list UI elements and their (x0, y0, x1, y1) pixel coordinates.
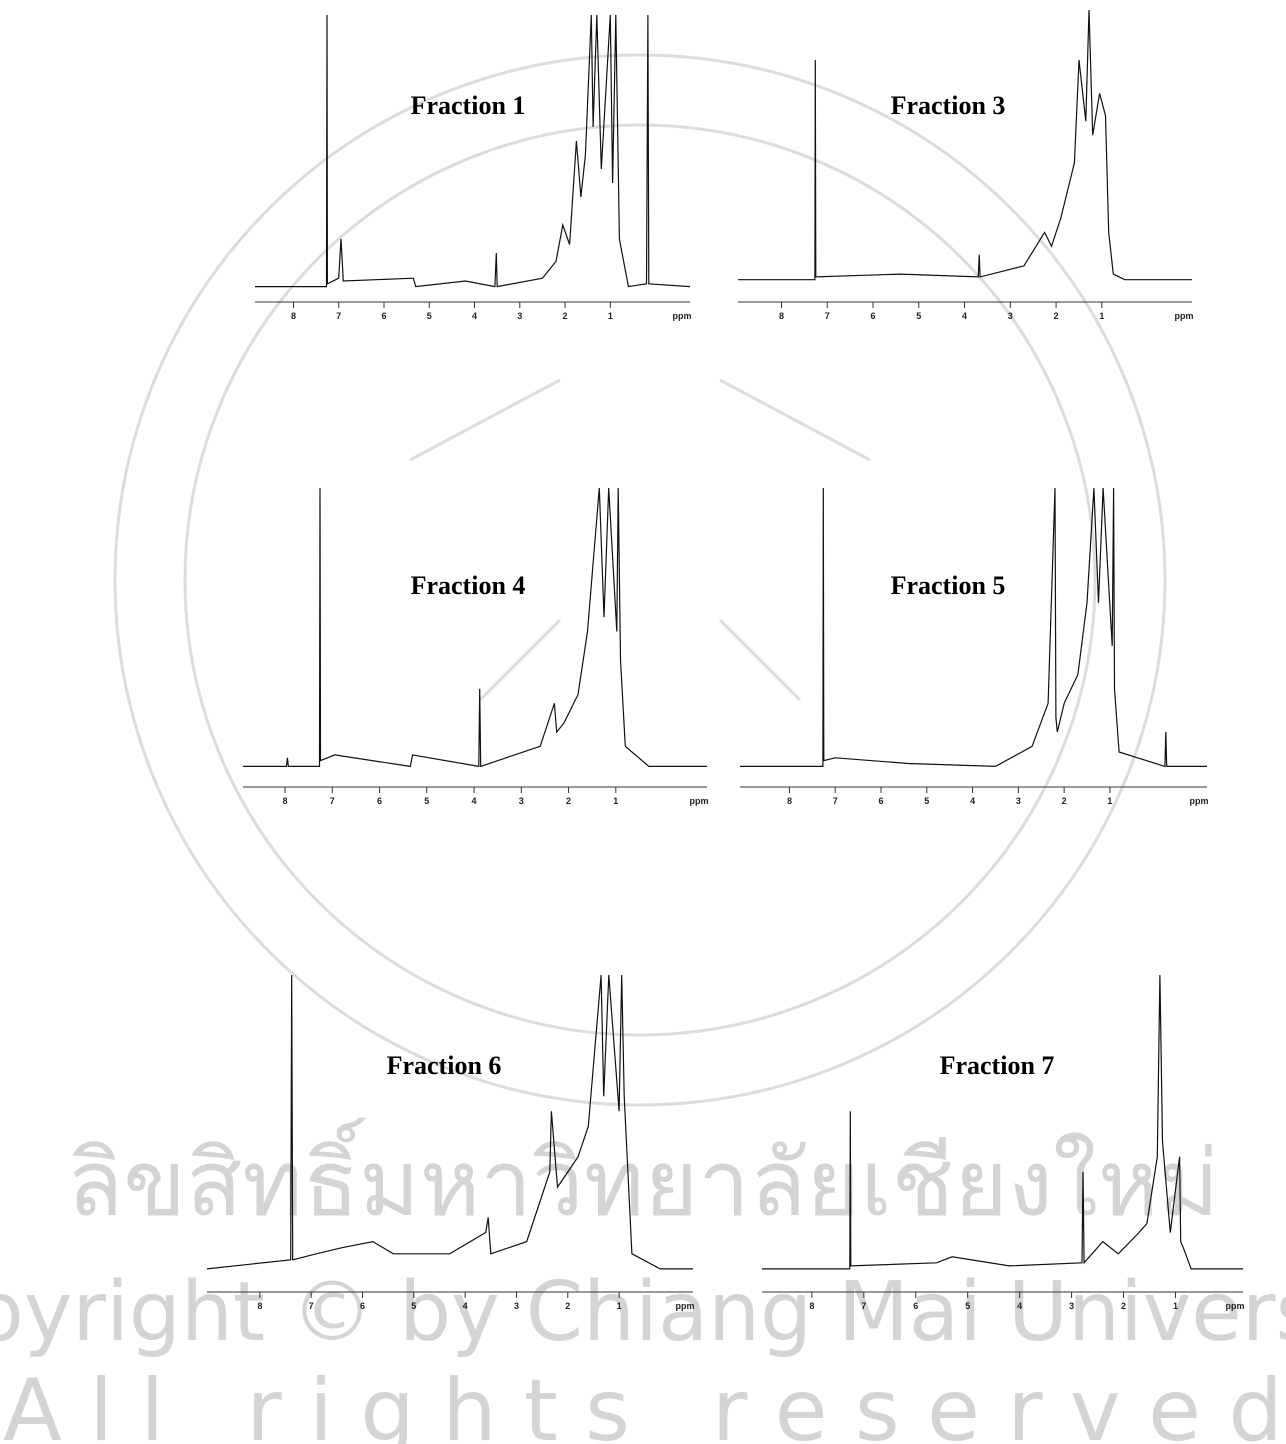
x-tick-label: 8 (779, 311, 784, 321)
x-tick-label: 6 (913, 1301, 918, 1311)
x-tick-label: 6 (879, 796, 884, 806)
watermark-thai: ลิขสิทธิ์มหาวิทยาลัยเชียงใหม่ (67, 1117, 1219, 1237)
x-tick-label: 1 (1173, 1301, 1178, 1311)
panel-title: Fraction 6 (387, 1051, 502, 1080)
x-axis-label: ppm (1175, 311, 1194, 321)
x-tick-label: 1 (608, 311, 613, 321)
page: ลิขสิทธิ์มหาวิทยาลัยเชียงใหม่ Copyright … (0, 0, 1286, 1444)
x-tick-label: 5 (427, 311, 432, 321)
x-axis-label: ppm (1190, 796, 1209, 806)
x-tick-label: 4 (472, 796, 477, 806)
panel-title: Fraction 4 (411, 571, 526, 600)
watermark-logo (115, 55, 1165, 1105)
x-tick-label: 8 (291, 311, 296, 321)
panel-title: Fraction 1 (411, 91, 526, 120)
x-tick-label: 6 (360, 1301, 365, 1311)
x-tick-label: 8 (809, 1301, 814, 1311)
x-tick-label: 7 (336, 311, 341, 321)
panel-title: Fraction 5 (891, 571, 1006, 600)
x-axis-label: ppm (673, 311, 692, 321)
x-tick-label: 2 (566, 796, 571, 806)
x-axis-label: ppm (690, 796, 709, 806)
x-tick-label: 7 (825, 311, 830, 321)
x-tick-label: 5 (411, 1301, 416, 1311)
x-tick-label: 1 (613, 796, 618, 806)
x-tick-label: 1 (1099, 311, 1104, 321)
x-tick-label: 3 (1008, 311, 1013, 321)
spectrum-line (738, 10, 1192, 280)
x-tick-label: 8 (283, 796, 288, 806)
x-tick-label: 7 (309, 1301, 314, 1311)
x-tick-label: 3 (517, 311, 522, 321)
x-tick-label: 2 (1062, 796, 1067, 806)
x-tick-label: 5 (916, 311, 921, 321)
x-tick-label: 2 (1054, 311, 1059, 321)
watermark-copyright: Copyright © by Chiang Mai University (0, 1265, 1286, 1360)
x-tick-label: 4 (970, 796, 975, 806)
x-axis-label: ppm (1226, 1301, 1245, 1311)
x-tick-label: 2 (563, 311, 568, 321)
spectrum-line (740, 488, 1207, 766)
x-tick-label: 1 (617, 1301, 622, 1311)
x-tick-label: 7 (330, 796, 335, 806)
x-tick-label: 6 (871, 311, 876, 321)
x-tick-label: 8 (787, 796, 792, 806)
x-tick-label: 4 (472, 311, 477, 321)
x-tick-label: 6 (377, 796, 382, 806)
x-tick-label: 7 (861, 1301, 866, 1311)
x-tick-label: 4 (463, 1301, 468, 1311)
x-tick-label: 6 (381, 311, 386, 321)
x-tick-label: 5 (924, 796, 929, 806)
x-tick-label: 8 (257, 1301, 262, 1311)
x-tick-label: 3 (519, 796, 524, 806)
x-tick-label: 5 (424, 796, 429, 806)
x-tick-label: 1 (1107, 796, 1112, 806)
panel-title: Fraction 3 (891, 91, 1006, 120)
x-tick-label: 3 (514, 1301, 519, 1311)
x-tick-label: 4 (962, 311, 967, 321)
x-tick-label: 2 (1121, 1301, 1126, 1311)
x-tick-label: 7 (833, 796, 838, 806)
x-tick-label: 4 (1017, 1301, 1022, 1311)
x-tick-label: 3 (1069, 1301, 1074, 1311)
x-tick-label: 2 (565, 1301, 570, 1311)
x-tick-label: 5 (965, 1301, 970, 1311)
panel-title: Fraction 7 (940, 1051, 1055, 1080)
watermark-rights: A l l r i g h t s r e s e r v e d (3, 1361, 1283, 1444)
x-axis-label: ppm (676, 1301, 695, 1311)
spectrum-line (243, 488, 707, 766)
x-tick-label: 3 (1016, 796, 1021, 806)
